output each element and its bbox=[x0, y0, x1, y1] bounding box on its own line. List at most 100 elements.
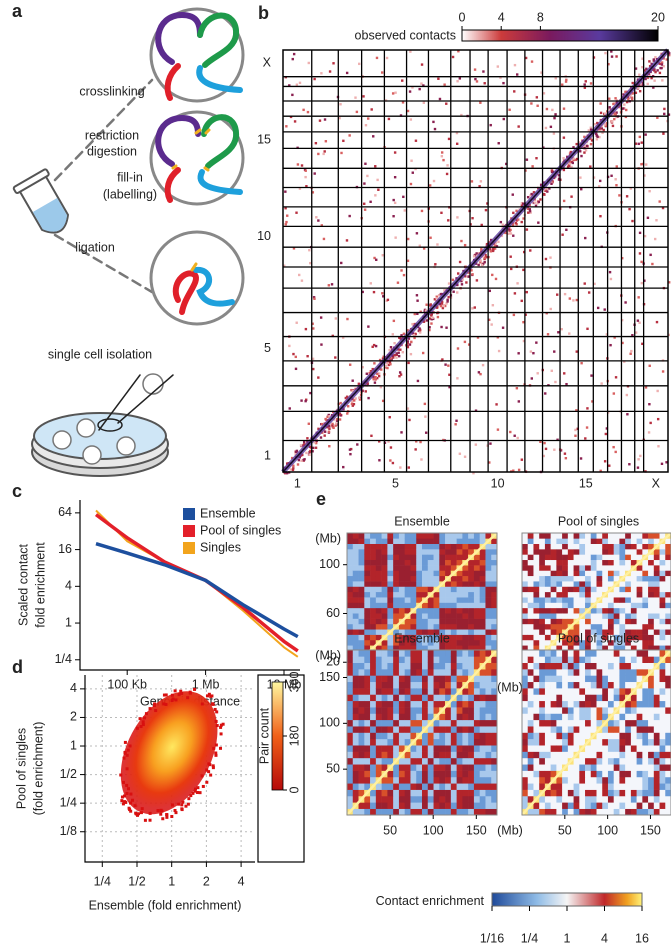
heatmap-texture bbox=[434, 688, 440, 695]
heatmap-texture bbox=[359, 669, 365, 676]
heatmap-texture bbox=[533, 549, 539, 555]
heatmap-texture bbox=[359, 533, 365, 539]
heatmap-texture bbox=[665, 586, 671, 592]
heatmap-texture bbox=[579, 656, 585, 663]
heatmap-texture bbox=[462, 777, 468, 784]
heatmap-texture bbox=[591, 752, 597, 759]
density-texture bbox=[141, 807, 144, 810]
heatmap-texture bbox=[457, 809, 463, 816]
map-texture bbox=[370, 108, 372, 110]
heatmap-texture bbox=[422, 796, 428, 803]
heatmap-texture bbox=[393, 809, 399, 816]
heatmap-texture bbox=[528, 581, 534, 587]
heatmap-texture bbox=[439, 560, 445, 566]
heatmap-texture bbox=[591, 701, 597, 708]
heatmap-texture bbox=[591, 619, 597, 625]
heatmap-texture bbox=[491, 669, 497, 676]
heatmap-texture bbox=[591, 554, 597, 560]
heatmap-texture bbox=[399, 802, 405, 809]
heatmap-texture bbox=[393, 707, 399, 714]
heatmap-texture bbox=[642, 533, 648, 539]
map-texture bbox=[561, 234, 563, 236]
heatmap-texture bbox=[422, 790, 428, 797]
map-texture bbox=[527, 211, 529, 213]
heatmap-texture bbox=[387, 570, 393, 576]
heatmap-texture bbox=[457, 790, 463, 797]
map-texture bbox=[529, 208, 531, 210]
map-texture bbox=[495, 278, 497, 280]
map-texture bbox=[381, 71, 383, 73]
heatmap-texture bbox=[660, 688, 666, 695]
heatmap-texture bbox=[376, 544, 382, 550]
heatmap-texture bbox=[382, 802, 388, 809]
density-texture bbox=[193, 688, 196, 691]
heatmap-texture bbox=[579, 764, 585, 771]
map-texture bbox=[367, 325, 369, 327]
heatmap-texture bbox=[399, 608, 405, 614]
heatmap-texture bbox=[654, 733, 660, 740]
heatmap-texture bbox=[364, 675, 370, 682]
heatmap-texture bbox=[399, 663, 405, 670]
heatmap-texture bbox=[597, 733, 603, 740]
heatmap-texture bbox=[474, 619, 480, 625]
heatmap-texture bbox=[422, 560, 428, 566]
heatmap-texture bbox=[608, 603, 614, 609]
heatmap-texture bbox=[410, 663, 416, 670]
heatmap-texture bbox=[631, 739, 637, 746]
heatmap-texture bbox=[428, 624, 434, 630]
map-texture bbox=[512, 235, 514, 237]
heatmap-texture bbox=[562, 752, 568, 759]
heatmap-texture bbox=[631, 733, 637, 740]
heatmap-texture bbox=[631, 745, 637, 752]
map-texture bbox=[492, 250, 494, 252]
map-texture bbox=[563, 372, 565, 374]
heatmap-texture bbox=[522, 777, 528, 784]
map-texture bbox=[290, 468, 292, 470]
heatmap-texture bbox=[410, 619, 416, 625]
heatmap-texture bbox=[480, 597, 486, 603]
heatmap-texture bbox=[359, 758, 365, 765]
heatmap-texture bbox=[528, 682, 534, 689]
heatmap-texture bbox=[562, 603, 568, 609]
heatmap-texture bbox=[457, 592, 463, 598]
map-texture bbox=[612, 103, 614, 105]
heatmap-texture bbox=[416, 544, 422, 550]
heatmap-texture bbox=[485, 663, 491, 670]
map-texture bbox=[537, 372, 539, 374]
heatmap-texture bbox=[591, 771, 597, 778]
heatmap-texture bbox=[462, 581, 468, 587]
x-tick-label: 1 bbox=[294, 476, 301, 490]
map-texture bbox=[459, 261, 461, 263]
map-texture bbox=[630, 350, 632, 352]
map-texture bbox=[637, 319, 639, 321]
heatmap-texture bbox=[376, 752, 382, 759]
heatmap-texture bbox=[445, 752, 451, 759]
heatmap-texture bbox=[422, 713, 428, 720]
heatmap-texture bbox=[533, 764, 539, 771]
heatmap-texture bbox=[376, 745, 382, 752]
map-texture bbox=[660, 67, 662, 69]
heatmap-texture bbox=[468, 581, 474, 587]
map-texture bbox=[367, 397, 369, 399]
heatmap-texture bbox=[462, 707, 468, 714]
heatmap-texture bbox=[457, 771, 463, 778]
heatmap-texture bbox=[393, 565, 399, 571]
heatmap-texture bbox=[562, 549, 568, 555]
heatmap-texture bbox=[416, 576, 422, 582]
colorbar-tick-label: 4 bbox=[498, 10, 505, 24]
heatmap-texture bbox=[434, 608, 440, 614]
heatmap-texture bbox=[359, 592, 365, 598]
heatmap-texture bbox=[602, 701, 608, 708]
heatmap-texture bbox=[579, 701, 585, 708]
heatmap-texture bbox=[522, 701, 528, 708]
heatmap-texture bbox=[399, 682, 405, 689]
heatmap-texture bbox=[480, 809, 486, 816]
map-texture bbox=[512, 212, 514, 214]
density-texture bbox=[140, 811, 143, 814]
heatmap-texture bbox=[439, 544, 445, 550]
map-texture bbox=[339, 402, 341, 404]
density-texture bbox=[129, 793, 132, 796]
heatmap-texture bbox=[602, 682, 608, 689]
map-texture bbox=[551, 109, 553, 111]
heatmap-texture bbox=[485, 726, 491, 733]
